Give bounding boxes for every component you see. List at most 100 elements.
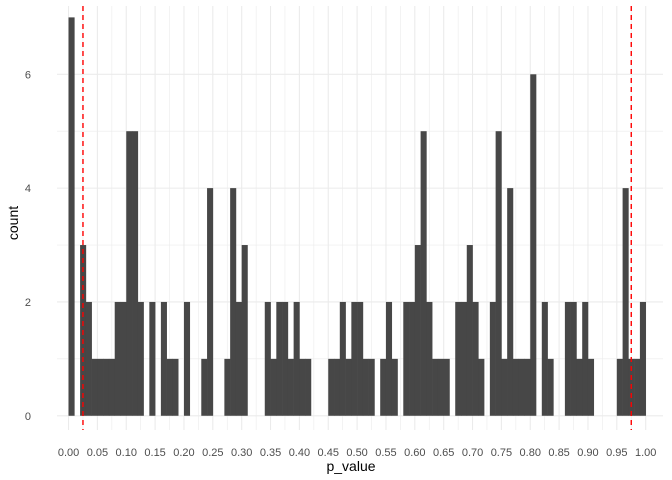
histogram-bar	[108, 358, 116, 416]
x-tick-label: 0.10	[116, 447, 137, 459]
x-tick-label: 0.15	[144, 447, 165, 459]
histogram-bar	[380, 358, 387, 416]
histogram-bar	[634, 358, 641, 416]
y-axis-ticks: 0 2 4 6	[25, 69, 31, 422]
histogram-bar	[207, 188, 214, 416]
histogram-bar	[478, 358, 485, 416]
histogram-bar	[351, 301, 358, 416]
y-tick-label: 0	[25, 411, 31, 423]
histogram-bar	[362, 358, 369, 416]
x-tick-label: 0.55	[375, 447, 396, 459]
histogram-bar	[639, 301, 646, 416]
x-tick-label: 0.90	[577, 447, 598, 459]
y-axis-title: count	[5, 206, 21, 240]
x-tick-label: 1.00	[635, 447, 656, 459]
x-tick-label: 0.05	[87, 447, 108, 459]
histogram-bar	[507, 188, 514, 416]
x-tick-label: 0.45	[318, 447, 339, 459]
x-tick-label: 0.70	[462, 447, 483, 459]
histogram-bar	[403, 301, 410, 416]
histogram-bar	[120, 301, 127, 416]
histogram-bar	[230, 188, 237, 416]
histogram-bar	[264, 301, 271, 416]
histogram-bar	[524, 358, 531, 416]
histogram-bar	[276, 301, 283, 416]
y-tick-label: 4	[25, 183, 31, 195]
histogram-bar	[409, 301, 416, 416]
histogram-bars	[68, 17, 646, 416]
histogram-bar	[334, 358, 341, 416]
x-axis-title: p_value	[326, 458, 375, 474]
x-tick-label: 0.50	[346, 447, 367, 459]
histogram-bar	[224, 358, 231, 416]
histogram-bar	[582, 301, 589, 416]
x-tick-label: 0.40	[289, 447, 310, 459]
histogram-bar	[97, 358, 104, 416]
histogram-bar	[489, 301, 496, 416]
histogram-bar	[137, 301, 144, 416]
histogram-bar	[466, 245, 473, 416]
x-tick-label: 0.30	[231, 447, 252, 459]
histogram-bar	[495, 131, 502, 416]
histogram-bar	[241, 245, 248, 416]
x-tick-label: 0.35	[260, 447, 281, 459]
x-tick-label: 0.85	[548, 447, 569, 459]
x-axis-ticks: 0.00 0.05 0.10 0.15 0.20 0.25 0.30 0.35 0.40 0.45…	[58, 447, 657, 459]
histogram-bar	[328, 358, 335, 416]
histogram-bar	[305, 358, 312, 416]
histogram-bar	[443, 358, 450, 416]
y-tick-label: 2	[25, 297, 31, 309]
histogram-bar	[160, 301, 167, 416]
y-tick-label: 6	[25, 69, 31, 81]
x-tick-label: 0.65	[433, 447, 454, 459]
histogram-bar	[357, 301, 364, 416]
histogram-bar	[547, 358, 554, 416]
histogram-bar	[299, 358, 306, 416]
histogram-bar	[570, 301, 577, 416]
x-tick-label: 0.00	[58, 447, 79, 459]
histogram-bar	[166, 358, 173, 416]
histogram-bar	[132, 131, 139, 416]
histogram-bar	[587, 358, 595, 416]
histogram-bar	[616, 358, 623, 416]
histogram-bar	[68, 17, 75, 416]
histogram-bar	[85, 301, 92, 416]
histogram-bar	[426, 301, 433, 416]
histogram-bar	[455, 301, 462, 416]
histogram-bar	[339, 301, 346, 416]
histogram-bar	[293, 301, 300, 416]
histogram-bar	[472, 301, 479, 416]
histogram-bar	[270, 358, 277, 416]
x-tick-label: 0.20	[173, 447, 194, 459]
histogram-bar	[420, 131, 427, 416]
x-tick-label: 0.60	[404, 447, 425, 459]
histogram-bar	[287, 358, 294, 416]
histogram-bar	[368, 358, 375, 416]
histogram-bar	[91, 358, 98, 416]
histogram-bar	[201, 358, 208, 416]
histogram-bar	[391, 358, 398, 416]
histogram-bar	[437, 358, 444, 416]
histogram-bar	[114, 301, 121, 416]
histogram-bar	[512, 358, 520, 416]
histogram-bar	[103, 358, 110, 416]
x-tick-label: 0.75	[491, 447, 512, 459]
histogram-bar	[282, 301, 289, 416]
histogram-bar	[541, 301, 548, 416]
histogram-bar	[622, 188, 629, 416]
x-tick-label: 0.25	[202, 447, 223, 459]
x-tick-label: 0.80	[520, 447, 541, 459]
histogram-bar	[172, 358, 179, 416]
histogram-bar	[501, 358, 508, 416]
histogram-bar	[414, 245, 421, 416]
histogram-bar	[432, 358, 439, 416]
histogram-bar	[576, 358, 583, 416]
histogram-bar	[385, 301, 393, 416]
histogram-bar	[183, 301, 191, 416]
histogram-bar	[149, 301, 156, 416]
histogram-bar	[530, 74, 537, 416]
histogram-bar	[235, 301, 242, 416]
x-tick-label: 0.95	[606, 447, 627, 459]
histogram-bar	[564, 301, 571, 416]
